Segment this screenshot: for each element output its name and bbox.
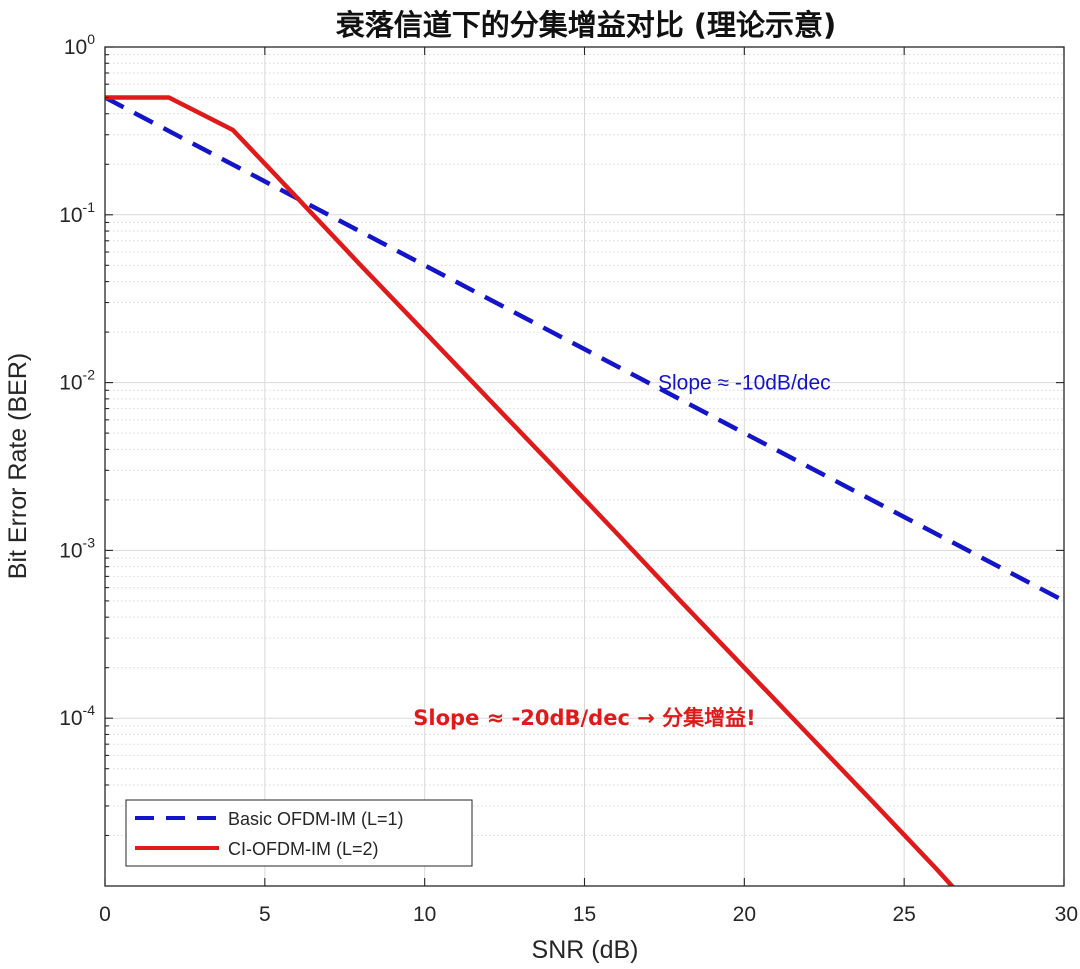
- y-tick-label: 100: [64, 31, 95, 59]
- legend: Basic OFDM-IM (L=1) CI-OFDM-IM (L=2): [125, 799, 473, 867]
- x-tick-label: 10: [413, 903, 436, 926]
- x-tick-label: 0: [99, 903, 111, 926]
- chart-title: 衰落信道下的分集增益对比 (理论示意): [336, 8, 837, 42]
- tick-group: 0 5 10 15 20 25 30 100 10-1 10-2 10-3 10-4: [59, 31, 1078, 926]
- legend-label-basic: Basic OFDM-IM (L=1): [228, 809, 404, 829]
- y-tick-label: 10-4: [59, 702, 95, 730]
- x-tick-label: 20: [733, 903, 756, 926]
- y-tick-label: 10-2: [59, 367, 95, 395]
- x-tick-label: 30: [1055, 903, 1078, 926]
- annotation-slope-ci: Slope ≈ -20dB/dec → 分集增益!: [413, 706, 755, 730]
- legend-box: [125, 799, 473, 867]
- x-tick-label: 5: [259, 903, 271, 926]
- annotations: Slope ≈ -10dB/dec Slope ≈ -20dB/dec → 分集增…: [413, 372, 830, 731]
- x-tick-label: 25: [892, 903, 915, 926]
- x-axis-title: SNR (dB): [532, 936, 639, 964]
- x-tick-label: 15: [573, 903, 596, 926]
- y-tick-label: 10-1: [59, 199, 95, 227]
- legend-label-ci: CI-OFDM-IM (L=2): [228, 839, 379, 859]
- grid: [104, 46, 1065, 886]
- series-line-basic-ofdm-im: [105, 95, 1064, 603]
- y-tick-label: 10-3: [59, 534, 95, 562]
- y-axis-title: Bit Error Rate (BER): [4, 353, 32, 579]
- series-group: [105, 95, 1064, 886]
- series-line-ci-ofdm-im: [105, 95, 955, 886]
- annotation-slope-basic: Slope ≈ -10dB/dec: [658, 372, 831, 395]
